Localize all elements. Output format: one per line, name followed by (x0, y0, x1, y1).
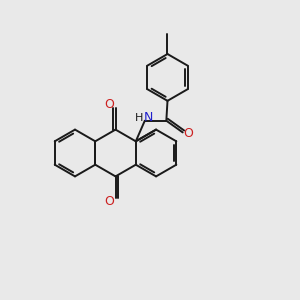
Text: O: O (104, 195, 114, 208)
Text: O: O (104, 98, 114, 111)
Text: O: O (183, 128, 193, 140)
Text: N: N (144, 111, 153, 124)
Text: H: H (135, 113, 144, 123)
